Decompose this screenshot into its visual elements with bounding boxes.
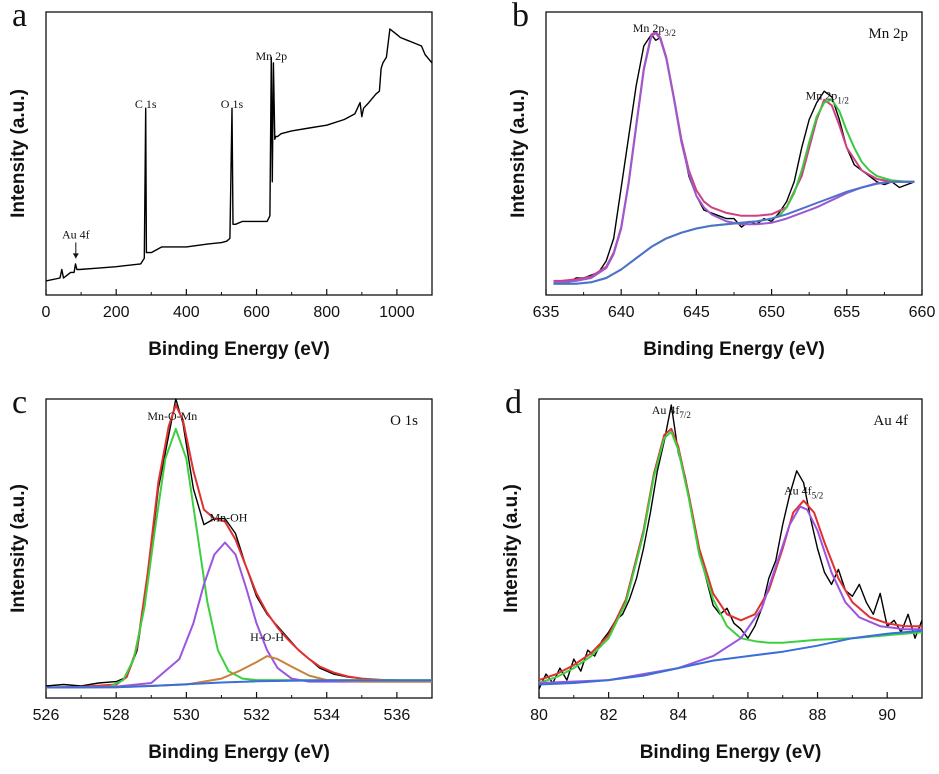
y-axis-title: Intensity (a.u.): [508, 89, 529, 218]
x-tick-label: 655: [833, 304, 860, 321]
x-tick-label: 800: [313, 304, 340, 321]
x-tick-label: 88: [809, 707, 827, 724]
annotation-subscript: 5/2: [812, 491, 824, 501]
panel-letter: d: [505, 384, 522, 421]
series-line: [45, 541, 432, 689]
plot-frame: [45, 398, 433, 699]
y-axis-title: Intensity (a.u.): [8, 89, 29, 218]
x-tick-label: 534: [313, 707, 340, 724]
x-tick-label: 645: [683, 304, 710, 321]
plot-frame: [545, 11, 923, 296]
plot-frame: [45, 11, 433, 296]
series-line: [553, 30, 915, 282]
annotation-text: H-O-H: [250, 630, 284, 644]
corner-label: O 1s: [390, 413, 418, 429]
annotation-text: Mn 2p: [255, 49, 287, 63]
series-line: [538, 427, 922, 682]
x-tick-label: 536: [384, 707, 411, 724]
annotation-subscript: 3/2: [664, 28, 676, 38]
x-tick-label: 90: [878, 707, 896, 724]
x-tick-label: 0: [42, 304, 51, 321]
series-line: [45, 404, 433, 689]
x-tick-label: 1000: [379, 304, 415, 321]
panel-b: b 635 640 645 650 655 660 Binding Energy (eV) In…: [508, 0, 935, 360]
series-line: [538, 430, 923, 684]
x-tick-label: 526: [33, 707, 60, 724]
x-tick-label: 635: [533, 304, 560, 321]
peak-annotation: Au 4f5/2: [784, 484, 823, 501]
peak-annotation: Mn-OH: [209, 511, 247, 525]
panel-c: c 526 528 530 532 534 536 Binding Energy (eV) In…: [8, 384, 433, 763]
annotation-text: Mn 2p: [806, 89, 838, 103]
x-axis-title: Binding Energy (eV): [148, 339, 330, 360]
annotation-text: Mn-O-Mn: [147, 409, 197, 423]
peak-annotation: Mn 2p3/2: [633, 21, 676, 38]
panel-a: a 0 200 400 600 800 1000 Binding Energy (eV) Int…: [8, 0, 433, 360]
annotation-text: Mn 2p: [633, 21, 665, 35]
annotation-subscript: 7/2: [679, 410, 691, 420]
series-line: [45, 679, 432, 689]
series-line: [46, 427, 432, 689]
annotation-text: C 1s: [135, 97, 157, 111]
peak-annotation: Au 4f: [62, 227, 90, 241]
series-line: [45, 398, 432, 687]
series-line: [553, 33, 915, 285]
series-line: [45, 28, 433, 282]
plot-frame: [538, 398, 923, 699]
x-tick-label: 86: [739, 707, 757, 724]
x-tick-label: 640: [608, 304, 635, 321]
x-tick-label: 600: [243, 304, 270, 321]
y-axis-title: Intensity (a.u.): [501, 484, 522, 613]
series-line: [538, 629, 923, 686]
x-tick-label: 400: [173, 304, 200, 321]
panel-d: d 80 82 84 86 88 90 Binding Energy (eV) Intensit…: [501, 384, 923, 763]
x-tick-label: 528: [103, 707, 130, 724]
corner-label: Mn 2p: [868, 26, 908, 42]
panel-letter: c: [12, 384, 27, 421]
annotation-text: Mn-OH: [209, 511, 247, 525]
x-axis-title: Binding Energy (eV): [640, 742, 822, 763]
annotation-text: Au 4f: [784, 484, 812, 498]
annotation-text: Au 4f: [62, 227, 90, 241]
peak-annotation: Mn 2p: [255, 49, 287, 63]
peak-annotation: Au 4f7/2: [652, 403, 691, 420]
x-tick-label: 84: [669, 707, 687, 724]
corner-label: Au 4f: [873, 413, 908, 429]
x-tick-label: 82: [600, 707, 618, 724]
peak-annotation: C 1s: [135, 97, 157, 111]
peak-annotation: H-O-H: [250, 630, 284, 644]
annotation-arrowhead: [72, 253, 79, 259]
peak-annotation: O 1s: [221, 97, 244, 111]
peak-annotation: Mn 2p1/2: [806, 89, 849, 106]
series-line: [553, 32, 915, 284]
series-line: [538, 505, 922, 684]
x-tick-label: 660: [909, 304, 936, 321]
x-axis-title: Binding Energy (eV): [148, 742, 330, 763]
x-tick-label: 532: [243, 707, 270, 724]
annotation-text: Au 4f: [652, 403, 680, 417]
y-axis-title: Intensity (a.u.): [8, 484, 29, 613]
x-tick-label: 650: [758, 304, 785, 321]
x-tick-label: 200: [103, 304, 130, 321]
panel-letter: b: [512, 0, 529, 34]
annotation-subscript: 1/2: [837, 96, 849, 106]
x-tick-label: 530: [173, 707, 200, 724]
panel-letter: a: [12, 0, 27, 34]
x-tick-label: 80: [530, 707, 548, 724]
x-axis-title: Binding Energy (eV): [643, 339, 825, 360]
series-line: [553, 180, 915, 285]
peak-annotation: Mn-O-Mn: [147, 409, 197, 423]
annotation-text: O 1s: [221, 97, 244, 111]
